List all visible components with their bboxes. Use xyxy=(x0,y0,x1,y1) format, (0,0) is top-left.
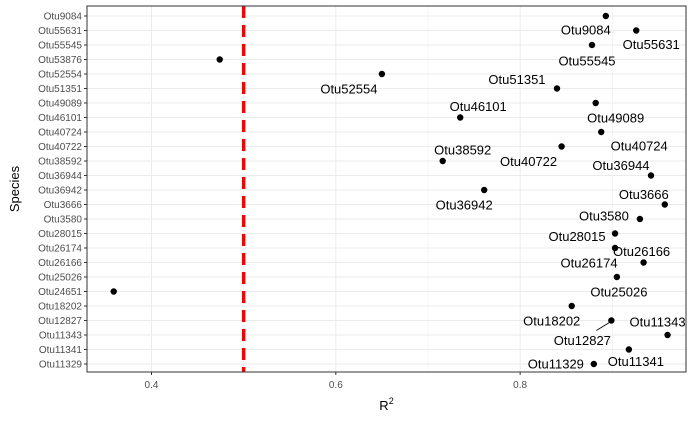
point-labels: Otu9084 Otu55631 Otu55545 Otu52554 Otu51351 O… xyxy=(320,23,685,372)
data-point xyxy=(598,128,605,136)
data-point xyxy=(613,273,621,281)
y-tick-label: Otu11341 xyxy=(39,345,83,356)
x-tick-label: 0.4 xyxy=(145,380,159,391)
data-point xyxy=(568,302,575,310)
y-tick-label: Otu49089 xyxy=(38,99,82,110)
point-label: Otu26166 xyxy=(613,244,670,259)
data-point xyxy=(625,346,633,353)
data-point xyxy=(636,215,644,223)
data-point xyxy=(590,360,598,368)
y-tick-label: Otu3580 xyxy=(44,215,83,226)
y-tick-label: Otu25026 xyxy=(38,273,82,284)
y-tick-label: Otu55545 xyxy=(38,41,82,52)
point-label: Otu36942 xyxy=(436,198,493,213)
point-label: Otu46101 xyxy=(450,99,507,114)
data-point xyxy=(553,85,561,92)
point-label: Otu25026 xyxy=(590,285,647,300)
y-tick-label: Otu46101 xyxy=(38,113,82,124)
label-leader-line xyxy=(596,322,610,331)
point-label: Otu49089 xyxy=(587,111,644,126)
x-axis-title-superscript: 2 xyxy=(389,396,394,406)
y-tick-label: Otu40722 xyxy=(38,142,82,153)
y-tick-label: Otu3666 xyxy=(44,200,83,211)
point-label: Otu26174 xyxy=(560,256,617,271)
data-point xyxy=(640,259,647,266)
point-label: Otu11343 xyxy=(629,315,685,330)
point-label: Otu3666 xyxy=(619,187,669,202)
point-label: Otu38592 xyxy=(434,143,491,158)
y-tick-label: Otu26174 xyxy=(38,244,82,255)
data-point xyxy=(439,157,446,165)
y-tick-label: Otu36942 xyxy=(38,186,82,197)
y-tick-label: Otu38592 xyxy=(38,157,82,168)
point-label: Otu9084 xyxy=(561,23,611,38)
data-point xyxy=(664,331,671,339)
data-point xyxy=(611,230,619,237)
y-tick-label: Otu51351 xyxy=(38,84,82,95)
data-point xyxy=(602,12,610,20)
x-axis-title: R2 xyxy=(379,396,393,413)
point-label: Otu28015 xyxy=(548,229,605,244)
y-tick-label: Otu36944 xyxy=(38,171,82,182)
point-label: Otu11329 xyxy=(528,357,584,372)
plot-panel-border xyxy=(86,5,687,373)
point-label: Otu18202 xyxy=(523,314,580,329)
point-label: Otu3580 xyxy=(579,209,629,224)
point-label: Otu11341 xyxy=(608,354,664,369)
point-label: Otu12827 xyxy=(554,333,611,348)
data-point xyxy=(110,288,117,295)
data-point xyxy=(608,317,615,324)
plot-panel-background xyxy=(87,6,686,372)
x-tick-label: 0.6 xyxy=(329,380,343,391)
data-point xyxy=(216,56,223,63)
point-label: Otu52554 xyxy=(320,82,377,97)
data-point xyxy=(611,244,619,252)
data-point xyxy=(558,143,565,150)
point-label: Otu51351 xyxy=(488,72,545,87)
point-label: Otu36944 xyxy=(592,158,649,173)
y-tick-label: Otu26166 xyxy=(38,258,82,269)
data-point xyxy=(661,201,669,208)
y-tick-label: Otu28015 xyxy=(38,229,82,240)
data-point xyxy=(588,41,596,49)
x-axis-title-base: R xyxy=(379,398,388,413)
plot-panel: Otu9084 Otu55631 Otu55545 Otu52554 Otu51351 O… xyxy=(86,5,687,373)
x-axis: 0.4 0.6 0.8 xyxy=(145,372,528,391)
y-tick-label: Otu52554 xyxy=(38,70,82,81)
data-point xyxy=(592,99,599,107)
label-leader-lines xyxy=(596,322,610,331)
y-tick-label: Otu9084 xyxy=(44,12,83,23)
point-label: Otu55545 xyxy=(558,54,615,69)
data-point xyxy=(378,70,386,78)
y-tick-label: Otu55631 xyxy=(38,26,82,37)
data-point xyxy=(633,27,640,34)
y-tick-label: Otu12827 xyxy=(38,316,82,327)
y-tick-label: Otu11343 xyxy=(39,331,83,342)
point-label: Otu40722 xyxy=(500,154,557,169)
y-tick-label: Otu18202 xyxy=(38,302,82,313)
y-axis: Otu11329 Otu11341 Otu11343 Otu12827 Otu18202… xyxy=(38,12,87,371)
data-point xyxy=(480,186,488,194)
point-label: Otu40724 xyxy=(611,139,668,154)
point-label: Otu55631 xyxy=(623,37,680,52)
data-point xyxy=(647,172,655,179)
y-tick-label: Otu53876 xyxy=(38,55,82,66)
data-point xyxy=(457,114,464,121)
y-tick-label: Otu40724 xyxy=(38,128,82,139)
grid-major xyxy=(87,6,686,372)
y-tick-label: Otu24651 xyxy=(38,287,82,298)
y-axis-title: Species xyxy=(7,165,22,212)
data-points xyxy=(110,12,671,368)
y-tick-label: Otu11329 xyxy=(39,360,83,371)
x-tick-label: 0.8 xyxy=(513,380,527,391)
